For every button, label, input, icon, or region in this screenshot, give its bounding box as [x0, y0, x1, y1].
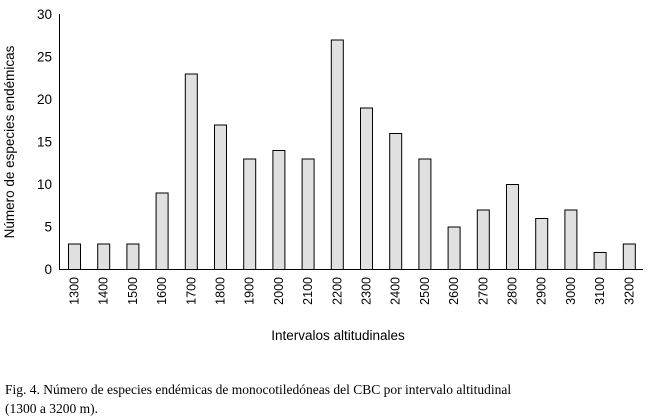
- bar-1300: [68, 243, 81, 270]
- x-axis-label: Intervalos altitudinales: [271, 328, 405, 343]
- caption-line-1: Fig. 4. Número de especies endémicas de …: [5, 382, 512, 397]
- bar-chart: 0 5 10 15 20 25 30 1300 1400 1500 1600 1700 1800 190…: [2, 7, 643, 343]
- x-tick-label: 1900: [243, 277, 257, 305]
- bar-1600: [155, 192, 169, 270]
- x-tick-label: 1300: [68, 277, 82, 305]
- bar-2000: [272, 150, 286, 270]
- y-axis-label: Número de especies endémicas: [2, 45, 17, 238]
- bar-2500: [418, 158, 432, 270]
- x-tick-label: 3200: [622, 277, 636, 305]
- x-tick-label: 1600: [155, 277, 169, 305]
- y-tick-label: 30: [37, 7, 52, 22]
- caption-line-2: (1300 a 3200 m).: [5, 401, 98, 416]
- y-tick-label: 5: [44, 220, 52, 235]
- figure-caption: Fig. 4. Número de especies endémicas de …: [5, 380, 645, 418]
- y-tick-label: 10: [37, 177, 52, 192]
- x-tick-label: 2400: [389, 277, 403, 305]
- bar-2700: [476, 209, 490, 270]
- bar-3000: [564, 209, 578, 270]
- bar-1900: [243, 158, 257, 270]
- x-tick-label: 2100: [301, 277, 315, 305]
- x-tick-label: 3000: [564, 277, 578, 305]
- x-tick-label: 2300: [360, 277, 374, 305]
- y-tick-label: 20: [37, 92, 52, 107]
- bar-2100: [301, 158, 315, 270]
- x-tick-label: 2900: [535, 277, 549, 305]
- bar-2800: [506, 184, 519, 270]
- bar-1500: [126, 243, 140, 270]
- y-tick-label: 0: [44, 262, 52, 277]
- bar-1800: [214, 124, 227, 270]
- x-tick-label: 1400: [97, 277, 111, 305]
- x-tick-label: 1800: [214, 277, 228, 305]
- bar-2600: [447, 226, 461, 270]
- x-tick-label: 1700: [184, 277, 198, 305]
- bar-2200: [330, 39, 344, 270]
- bar-1400: [97, 243, 111, 270]
- x-tick-label: 2700: [476, 277, 490, 305]
- x-tick-label: 3100: [593, 277, 607, 305]
- bar-2900: [535, 218, 549, 270]
- bar-2400: [389, 133, 403, 270]
- x-tick-label: 1500: [126, 277, 140, 305]
- x-tick-label: 2600: [447, 277, 461, 305]
- x-tick-label: 2200: [330, 277, 344, 305]
- y-tick-label: 15: [37, 135, 52, 150]
- bar-1700: [184, 73, 198, 270]
- bar-2300: [360, 107, 373, 270]
- bar-3100: [593, 252, 607, 270]
- x-tick-label: 2500: [418, 277, 432, 305]
- bar-3200: [622, 243, 636, 270]
- x-tick-label: 2800: [506, 277, 520, 305]
- y-tick-label: 25: [37, 50, 52, 65]
- x-tick-label: 2000: [272, 277, 286, 305]
